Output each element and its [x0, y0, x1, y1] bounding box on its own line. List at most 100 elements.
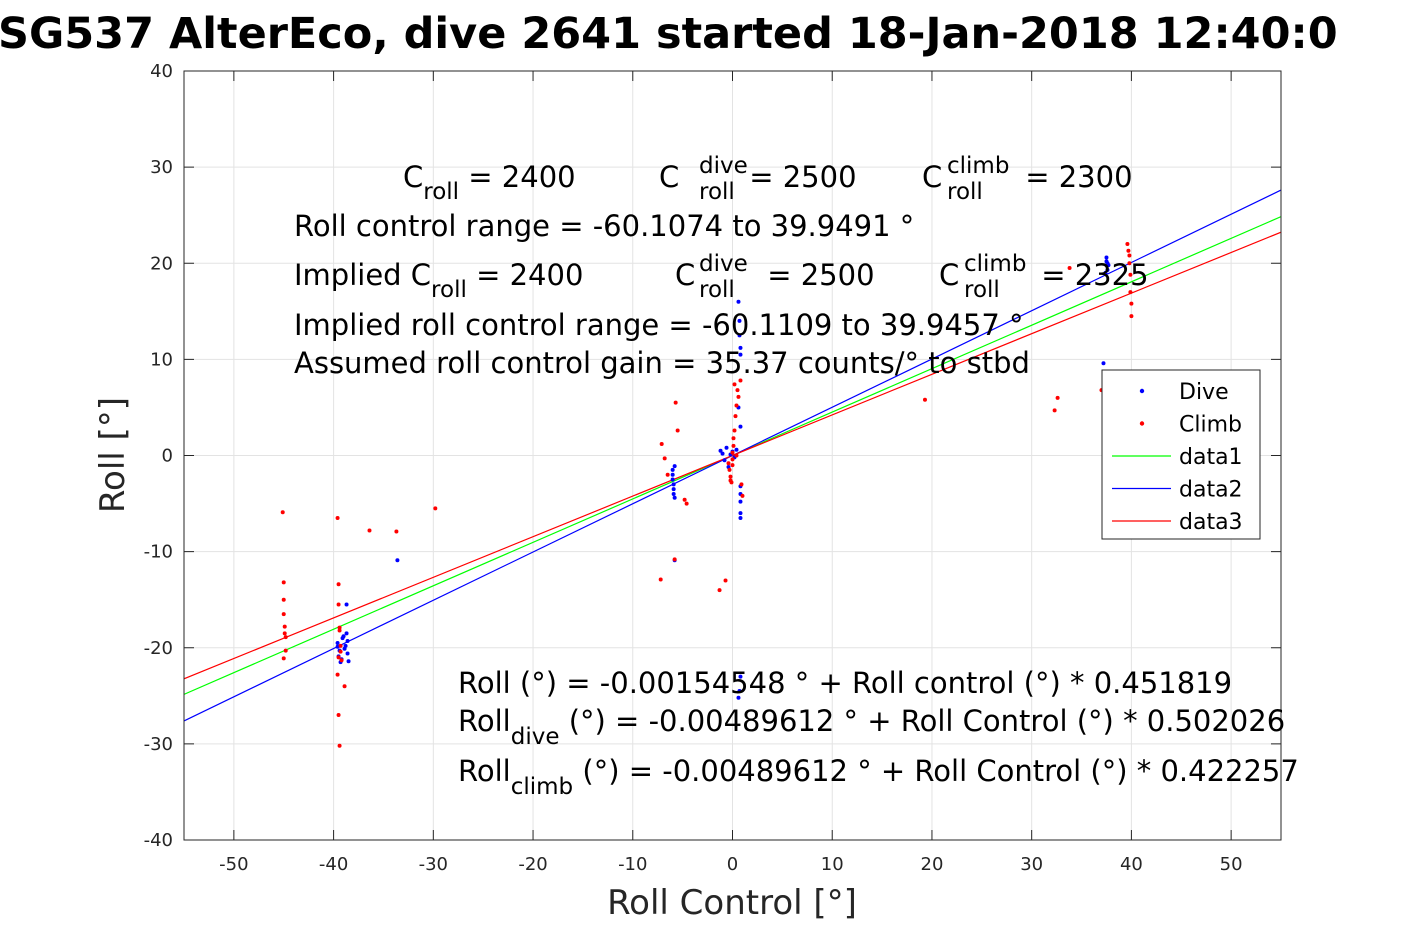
- x-tick-label: -40: [319, 854, 348, 875]
- climb-point: [339, 658, 344, 663]
- y-tick-label: -40: [144, 830, 173, 851]
- c-roll-annotation: Croll = 2400: [403, 160, 576, 205]
- climb-point: [736, 394, 741, 399]
- dive-point: [672, 464, 677, 469]
- x-tick-label: 50: [1220, 854, 1243, 875]
- dive-point: [672, 495, 677, 500]
- climb-point: [337, 628, 342, 633]
- dive-point: [671, 482, 676, 487]
- climb-point: [281, 580, 286, 585]
- climb-point: [281, 656, 286, 661]
- climb-point: [1052, 408, 1057, 413]
- dive-point: [1105, 267, 1110, 272]
- legend-label-climb: Climb: [1179, 413, 1242, 438]
- implied-c-roll-annotation: Implied Croll = 2400: [294, 258, 583, 303]
- climb-point: [1128, 272, 1133, 277]
- climb-point: [682, 497, 687, 502]
- dive-point: [1103, 270, 1108, 275]
- climb-point: [281, 612, 286, 617]
- fit-all-annotation: Roll (°) = -0.00154548 ° + Roll control …: [458, 666, 1232, 700]
- dive-point: [670, 467, 675, 472]
- climb-point: [336, 655, 341, 660]
- climb-point: [1055, 395, 1060, 400]
- climb-point: [433, 506, 438, 511]
- dive-point: [1105, 261, 1110, 266]
- dive-point: [720, 451, 725, 456]
- climb-point: [727, 467, 732, 472]
- dive-point: [344, 602, 349, 607]
- climb-point: [723, 578, 728, 583]
- dive-point: [1104, 255, 1109, 260]
- legend-label-data2: data2: [1179, 478, 1243, 503]
- climb-point: [731, 436, 736, 441]
- climb-point: [734, 403, 739, 408]
- implied-range-annotation: Implied roll control range = -60.1109 to…: [294, 308, 1024, 342]
- legend-label-data1: data1: [1179, 445, 1243, 470]
- x-axis-label: Roll Control [°]: [607, 883, 857, 923]
- climb-point: [337, 743, 342, 748]
- dive-point: [344, 631, 349, 636]
- climb-point: [665, 472, 670, 477]
- dive-point: [736, 299, 741, 304]
- legend: Dive Climb data1 data2 data3: [1101, 369, 1261, 540]
- climb-point: [732, 428, 737, 433]
- x-tick-label: -50: [219, 854, 248, 875]
- climb-point: [740, 493, 745, 498]
- y-axis-label: Roll [°]: [93, 397, 133, 513]
- dive-point: [670, 477, 675, 482]
- y-tick-label: -10: [144, 542, 173, 563]
- series-line-data3: [184, 231, 1281, 680]
- dive-point: [345, 639, 350, 644]
- climb-point: [1129, 301, 1134, 306]
- climb-point: [336, 582, 341, 587]
- climb-point: [1127, 261, 1132, 266]
- climb-point: [658, 577, 663, 582]
- legend-label-dive: Dive: [1179, 380, 1229, 405]
- climb-point: [283, 648, 288, 653]
- climb-point: [335, 515, 340, 520]
- climb-point: [659, 441, 664, 446]
- climb-point: [730, 450, 735, 455]
- climb-point: [730, 457, 735, 462]
- climb-point: [730, 463, 735, 468]
- climb-point: [732, 382, 737, 387]
- climb-point: [337, 625, 342, 630]
- dive-point: [737, 333, 742, 338]
- dive-point: [734, 447, 739, 452]
- climb-point: [662, 456, 667, 461]
- climb-point: [367, 528, 372, 533]
- dive-point: [737, 689, 742, 694]
- y-tick-label: 0: [162, 446, 173, 467]
- axis-ticks: -50 -40 -30 -20 -10 0 10 20 30 40 50 -40 -30 -20 -10 0 1…: [144, 61, 1281, 875]
- dive-point: [340, 636, 345, 641]
- climb-point: [922, 397, 927, 402]
- x-tick-label: 20: [921, 854, 944, 875]
- fit-dive-annotation: Rolldive (°) = -0.00489612 ° + Roll Cont…: [458, 704, 1285, 750]
- climb-point: [1126, 248, 1131, 253]
- climb-point: [684, 501, 689, 506]
- climb-point: [717, 588, 722, 593]
- x-tick-label: 40: [1120, 854, 1143, 875]
- climb-point: [728, 474, 733, 479]
- x-tick-label: -20: [518, 854, 547, 875]
- y-tick-label: 10: [150, 349, 173, 370]
- dive-point: [346, 659, 351, 664]
- climb-point: [735, 388, 740, 393]
- y-tick-label: -30: [144, 734, 173, 755]
- x-tick-label: 0: [727, 854, 738, 875]
- data-points: [280, 242, 1134, 748]
- climb-point: [336, 602, 341, 607]
- dive-point: [342, 646, 347, 651]
- legend-marker-dive: [1139, 388, 1145, 394]
- dive-point: [738, 499, 743, 504]
- climb-point: [282, 624, 287, 629]
- dive-point: [335, 640, 340, 645]
- dive-point: [738, 674, 743, 679]
- climb-point: [733, 414, 738, 419]
- climb-point: [731, 443, 736, 448]
- dive-point: [718, 448, 723, 453]
